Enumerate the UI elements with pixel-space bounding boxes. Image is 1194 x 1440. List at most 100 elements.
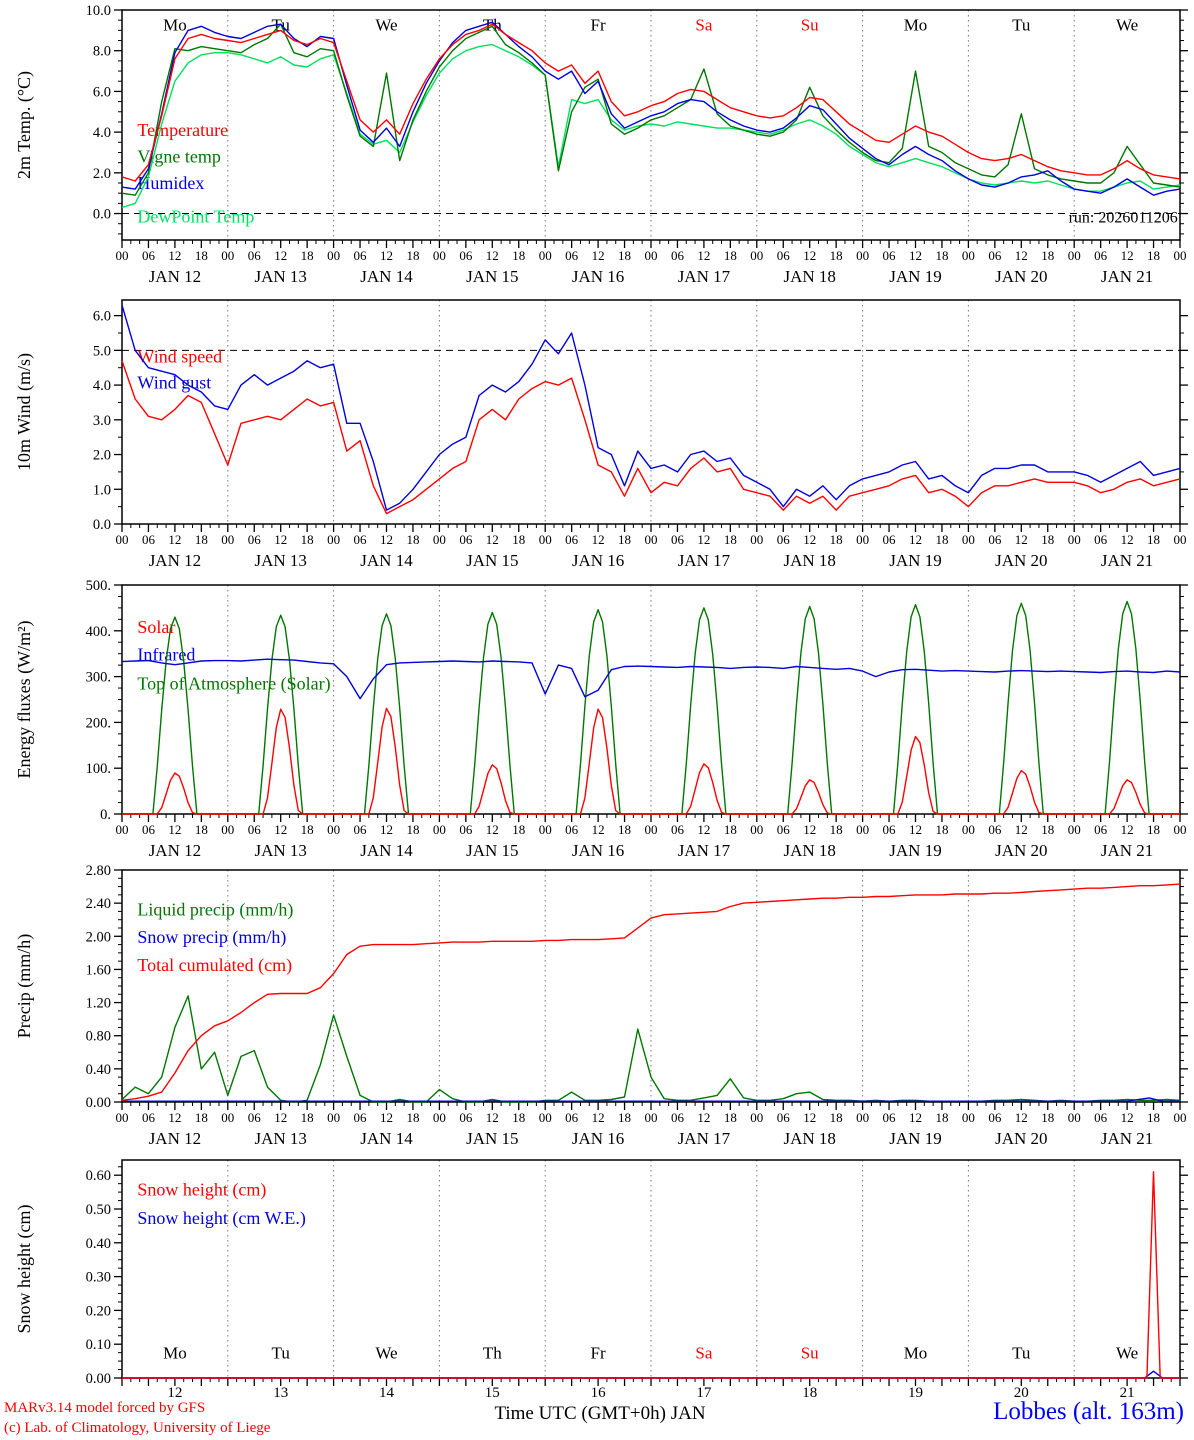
weekday-label: Fr (591, 15, 606, 34)
hour-label: 18 (1147, 822, 1160, 837)
hour-label: 12 (380, 248, 393, 263)
weekday-label: We (375, 15, 397, 34)
y-tick-label: 500. (86, 578, 111, 594)
hour-label: 06 (459, 532, 473, 547)
weekday-label: Mo (904, 1343, 928, 1362)
hour-label: 18 (406, 532, 419, 547)
y-tick-label: 6.0 (93, 84, 111, 100)
y-tick-label: 0.30 (86, 1270, 111, 1286)
hour-label: 18 (406, 1110, 419, 1125)
hour-label: 12 (1121, 532, 1134, 547)
total-cumulated-line (121, 883, 1181, 1101)
hour-label: 00 (1068, 822, 1081, 837)
hour-label: 06 (777, 1110, 791, 1125)
hour-label: 00 (327, 822, 340, 837)
date-label: JAN 14 (360, 267, 413, 286)
hour-label: 18 (512, 1110, 525, 1125)
hour-label: 12 (592, 822, 605, 837)
hour-label: 12 (380, 822, 393, 837)
hour-label: 00 (539, 822, 552, 837)
y-axis-title: Precip (mm/h) (14, 934, 35, 1038)
y-tick-label: 4.0 (93, 125, 111, 141)
hour-label: 12 (909, 248, 922, 263)
hour-label: 12 (592, 248, 605, 263)
date-label: JAN 16 (572, 841, 624, 860)
y-tick-label: 5.0 (93, 343, 111, 359)
hour-label: 12 (803, 822, 816, 837)
y-tick-label: 0.0 (93, 517, 111, 533)
hour-label: 00 (750, 1110, 763, 1125)
y-tick-label: 10.0 (86, 3, 111, 19)
hour-label: 18 (935, 1110, 948, 1125)
hour-label: 00 (327, 1110, 340, 1125)
hour-label: 00 (645, 532, 658, 547)
hour-label: 12 (274, 1110, 287, 1125)
legend-dewpoint-temp: DewPoint Temp (137, 207, 254, 227)
date-label: JAN 13 (254, 841, 306, 860)
y-tick-label: 100. (86, 761, 111, 777)
date-label: JAN 14 (360, 841, 413, 860)
toa-solar-line (122, 600, 1180, 815)
hour-label: 12 (1015, 1110, 1028, 1125)
hour-label: 06 (459, 1110, 473, 1125)
hour-label: 18 (301, 1110, 314, 1125)
legend-snow-precip-mm-h: Snow precip (mm/h) (137, 927, 286, 948)
hour-label: 00 (116, 1110, 129, 1125)
legend-top-of-atmosphere-solar: Top of Atmosphere (Solar) (137, 673, 330, 694)
date-label: 16 (591, 1385, 607, 1401)
snow-panel: 0.60 0.50 0.40 0.30 0.20 0.10 0.00 12 13 14 15 16 17… (14, 1159, 1188, 1401)
date-label: JAN 17 (678, 1129, 731, 1148)
y-axis-title: 2m Temp. (°C) (14, 71, 35, 179)
hour-label: 18 (830, 1110, 843, 1125)
wind-gust-line (121, 305, 1181, 511)
hour-label: 18 (1147, 248, 1160, 263)
panel-frame (121, 584, 1181, 815)
hour-label: 00 (433, 532, 446, 547)
y-tick-label: 0.40 (86, 1236, 111, 1252)
hour-label: 00 (856, 822, 869, 837)
date-label: JAN 19 (889, 1129, 941, 1148)
hour-label: 00 (539, 532, 552, 547)
credit-line-1: MARv3.14 model forced by GFS (4, 1400, 206, 1416)
hour-label: 18 (1041, 248, 1054, 263)
precip-panel: 2.80 2.40 2.00 1.60 1.20 0.80 0.40 0.00 00 06 12 18… (14, 863, 1188, 1148)
y-tick-label: 2.00 (86, 929, 111, 945)
hour-label: 06 (354, 1110, 368, 1125)
hour-label: 18 (830, 532, 843, 547)
y-tick-label: 0.00 (86, 1095, 111, 1111)
date-label: 13 (273, 1385, 288, 1401)
hour-label: 00 (1174, 1110, 1187, 1125)
hour-label: 00 (539, 248, 552, 263)
date-label: JAN 18 (783, 1129, 835, 1148)
date-label: 14 (379, 1385, 395, 1401)
temperature-line (121, 23, 1181, 182)
y-axis-title: Energy fluxes (W/m²) (14, 620, 35, 778)
hour-label: 12 (592, 1110, 605, 1125)
weekday-label: Mo (904, 15, 928, 34)
date-label: JAN 20 (995, 267, 1047, 286)
hour-label: 00 (645, 822, 658, 837)
date-label: JAN 15 (466, 267, 518, 286)
date-label: 20 (1014, 1385, 1029, 1401)
temp-panel: 10.0 8.0 6.0 4.0 2.0 0.0 00 06 12 18 00 06 12 18 00 06 1… (14, 3, 1188, 286)
hour-label: 12 (803, 1110, 816, 1125)
hour-label: 06 (248, 1110, 262, 1125)
y-tick-label: 0.0 (93, 207, 111, 223)
hour-label: 06 (777, 822, 791, 837)
date-label: 18 (802, 1385, 817, 1401)
weekday-label: Su (801, 15, 819, 34)
hour-label: 18 (195, 822, 208, 837)
hour-label: 00 (433, 1110, 446, 1125)
y-tick-label: 1.20 (86, 996, 111, 1012)
date-label: 19 (908, 1385, 923, 1401)
date-label: JAN 12 (149, 841, 201, 860)
hour-label: 06 (565, 532, 579, 547)
hour-label: 06 (354, 532, 368, 547)
hour-label: 06 (565, 822, 579, 837)
date-label: JAN 16 (572, 267, 624, 286)
hour-label: 12 (274, 248, 287, 263)
legend-solar: Solar (137, 617, 175, 637)
hour-label: 18 (195, 1110, 208, 1125)
legend-liquid-precip-mm-h: Liquid precip (mm/h) (137, 900, 293, 921)
y-tick-label: 0.60 (86, 1168, 111, 1184)
